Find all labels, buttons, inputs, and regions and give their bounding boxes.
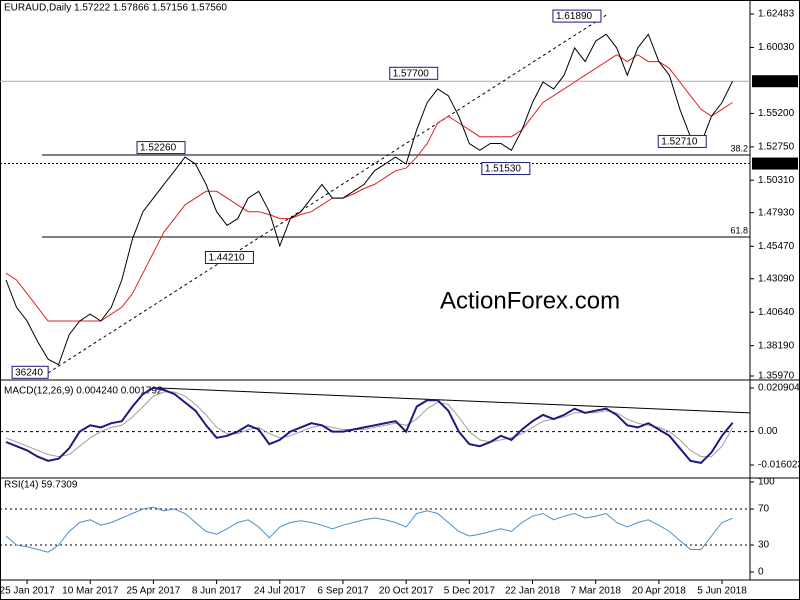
series-line (5, 506, 733, 553)
y-tick-label: 1.52750 (758, 142, 795, 153)
price-label: 1.57560 (758, 76, 795, 87)
y-tick-label: 1.40640 (758, 307, 795, 318)
annotation-label: 1.52260 (140, 143, 177, 154)
price-tag (752, 75, 798, 88)
y-tick-label: 100 (758, 477, 775, 488)
x-tick-label: 25 Apr 2017 (126, 586, 180, 597)
y-tick-label: 0.00 (758, 426, 778, 437)
series-line (5, 33, 734, 366)
y-tick-label: 1.60030 (758, 42, 795, 53)
x-tick-label: 24 Jul 2017 (254, 586, 306, 597)
annotation-label: 1.57700 (393, 68, 430, 79)
annotation-label: 1.44210 (208, 253, 245, 264)
watermark: ActionForex.com (440, 287, 620, 314)
x-tick-label: 20 Apr 2018 (632, 586, 686, 597)
annotation-box (11, 365, 49, 379)
y-tick-label: 1.35970 (758, 371, 795, 382)
x-tick-label: 22 Jan 2018 (505, 586, 560, 597)
y-tick-label: -0.016023 (758, 460, 800, 471)
panel-title: RSI(14) 59.7309 (4, 480, 78, 491)
annotation-label: 1.61890 (556, 11, 593, 22)
fib-label: 61.8 (730, 225, 748, 235)
annotation-box (481, 162, 531, 176)
series-line (5, 54, 733, 322)
annotation-label: 1.52710 (661, 137, 698, 148)
x-tick-label: 10 Mar 2017 (62, 586, 119, 597)
annotation-label: 1.51530 (485, 164, 522, 175)
y-tick-label: 1.50310 (758, 175, 795, 186)
annotation-box (552, 9, 602, 23)
panel-title: EURAUD,Daily 1.57222 1.57866 1.57156 1.5… (4, 3, 227, 14)
y-tick-label: 1.62483 (758, 9, 795, 20)
y-tick-label: 70 (758, 504, 770, 515)
y-tick-label: 1.55200 (758, 108, 795, 119)
y-tick-label: 1.45470 (758, 241, 795, 252)
x-tick-label: 8 Jun 2017 (192, 586, 242, 597)
annotation-box (657, 134, 707, 148)
y-tick-label: 0.020904 (758, 383, 800, 394)
y-tick-label: 30 (758, 540, 770, 551)
series-line (5, 386, 734, 464)
y-tick-label: 1.47930 (758, 207, 795, 218)
x-tick-label: 6 Sep 2017 (317, 586, 369, 597)
fib-label: 38.2 (730, 143, 748, 153)
trendline (47, 14, 607, 374)
x-tick-label: 20 Oct 2017 (379, 586, 434, 597)
trendline (153, 387, 751, 414)
x-tick-label: 5 Jun 2018 (697, 586, 747, 597)
annotation-box (389, 66, 439, 80)
level-tag (752, 157, 798, 170)
annotation-box (136, 141, 186, 155)
level-label: 1.51530 (758, 158, 795, 169)
x-tick-label: 7 Mar 2018 (570, 586, 621, 597)
annotation-label: 36240 (15, 367, 43, 378)
y-tick-label: 0 (758, 567, 764, 578)
x-tick-label: 25 Jan 2017 (0, 586, 55, 597)
panel-title: MACD(12,26,9) 0.004240 0.001792 (4, 386, 163, 397)
y-tick-label: 1.38190 (758, 340, 795, 351)
annotation-box (204, 250, 254, 264)
y-tick-label: 1.43090 (758, 273, 795, 284)
x-tick-label: 5 Dec 2017 (444, 586, 496, 597)
